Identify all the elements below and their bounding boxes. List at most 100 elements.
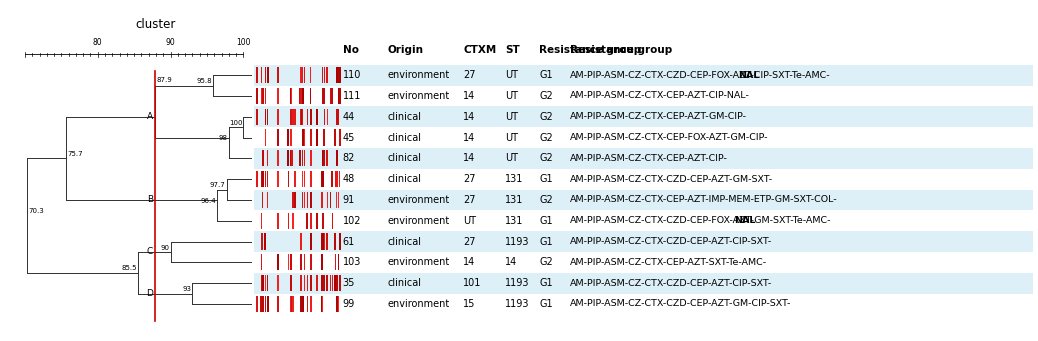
Bar: [265, 233, 267, 250]
Text: 70.3: 70.3: [29, 208, 45, 214]
Text: environment: environment: [387, 257, 449, 267]
Bar: [267, 296, 269, 312]
Text: CTXM: CTXM: [463, 45, 496, 55]
Text: clinical: clinical: [387, 133, 421, 143]
Bar: [277, 254, 279, 270]
Text: G2: G2: [540, 91, 553, 101]
Bar: [310, 192, 312, 208]
Bar: [310, 150, 311, 166]
Bar: [291, 296, 293, 312]
Bar: [256, 171, 257, 187]
Bar: [288, 150, 290, 166]
Bar: [323, 212, 325, 229]
Bar: [331, 212, 333, 229]
Bar: [322, 150, 324, 166]
Text: ST: ST: [504, 45, 519, 55]
Bar: [261, 212, 262, 229]
Bar: [254, 190, 343, 210]
Bar: [277, 88, 278, 104]
Text: AM-PIP-ASM-CZ-CTX-CEP-AZT-GM-CIP-: AM-PIP-ASM-CZ-CTX-CEP-AZT-GM-CIP-: [570, 112, 747, 121]
Bar: [261, 88, 262, 104]
Text: 14: 14: [463, 112, 475, 122]
Text: 14: 14: [463, 91, 475, 101]
Text: AM-PIP-ASM-CZ-CTX-CZD-CEP-AZT-CIP-SXT-: AM-PIP-ASM-CZ-CTX-CZD-CEP-AZT-CIP-SXT-: [570, 279, 772, 287]
Bar: [265, 171, 266, 187]
Bar: [265, 296, 266, 312]
Bar: [321, 254, 323, 270]
Bar: [317, 275, 318, 291]
Bar: [291, 150, 293, 166]
Bar: [310, 212, 311, 229]
Text: environment: environment: [387, 299, 449, 309]
Bar: [322, 212, 323, 229]
Text: 82: 82: [343, 153, 355, 163]
Text: 90: 90: [166, 38, 175, 47]
Bar: [306, 108, 308, 125]
Bar: [324, 67, 325, 83]
Text: Origin: Origin: [387, 45, 424, 55]
Bar: [322, 88, 323, 104]
Bar: [262, 171, 264, 187]
Text: 99: 99: [343, 299, 355, 309]
Bar: [267, 67, 269, 83]
Bar: [324, 108, 325, 125]
Bar: [306, 192, 308, 208]
Bar: [321, 275, 323, 291]
Bar: [288, 129, 290, 146]
Text: B: B: [147, 195, 153, 204]
Bar: [310, 254, 311, 270]
Bar: [256, 108, 257, 125]
Text: G2: G2: [540, 112, 553, 122]
Bar: [291, 150, 292, 166]
Bar: [310, 296, 311, 312]
Text: AM-PIP-ASM-CZ-CTX-CZD-CEP-AZT-GM-CIP-SXT-: AM-PIP-ASM-CZ-CTX-CZD-CEP-AZT-GM-CIP-SXT…: [570, 299, 792, 308]
Bar: [261, 171, 263, 187]
Bar: [261, 254, 262, 270]
Bar: [309, 88, 311, 104]
Bar: [324, 275, 325, 291]
Text: G2: G2: [540, 133, 553, 143]
Bar: [339, 88, 340, 104]
Text: 100: 100: [228, 120, 242, 126]
Text: 90: 90: [161, 244, 169, 251]
Bar: [295, 108, 296, 125]
Bar: [254, 65, 343, 86]
Text: A: A: [147, 112, 153, 121]
Text: 131: 131: [504, 195, 523, 205]
Bar: [265, 67, 266, 83]
Bar: [334, 233, 336, 250]
Bar: [301, 150, 303, 166]
Bar: [288, 171, 290, 187]
Bar: [338, 233, 340, 250]
Bar: [331, 275, 333, 291]
Bar: [326, 233, 328, 250]
Bar: [302, 171, 303, 187]
Bar: [301, 296, 303, 312]
Bar: [334, 129, 336, 146]
Bar: [337, 67, 339, 83]
Text: NAL: NAL: [734, 216, 756, 225]
Text: 91: 91: [343, 195, 355, 205]
Bar: [265, 129, 266, 146]
Bar: [321, 233, 323, 250]
Bar: [261, 275, 263, 291]
Bar: [337, 108, 339, 125]
Text: 131: 131: [504, 174, 523, 184]
Bar: [288, 254, 289, 270]
Bar: [322, 233, 324, 250]
Bar: [336, 192, 337, 208]
Bar: [302, 67, 303, 83]
Text: G1: G1: [540, 216, 553, 226]
Text: cluster: cluster: [136, 18, 176, 31]
Bar: [277, 150, 278, 166]
Bar: [277, 275, 278, 291]
Bar: [291, 108, 292, 125]
Bar: [295, 171, 296, 187]
Bar: [291, 129, 292, 146]
Bar: [291, 254, 292, 270]
Bar: [324, 233, 325, 250]
Text: 14: 14: [504, 257, 517, 267]
Text: AM-PIP-ASM-CZ-CTX-CEP-AZT-IMP-MEM-ETP-GM-SXT-COL-: AM-PIP-ASM-CZ-CTX-CEP-AZT-IMP-MEM-ETP-GM…: [570, 195, 838, 204]
Text: UT: UT: [463, 216, 476, 226]
Text: 110: 110: [343, 70, 361, 80]
